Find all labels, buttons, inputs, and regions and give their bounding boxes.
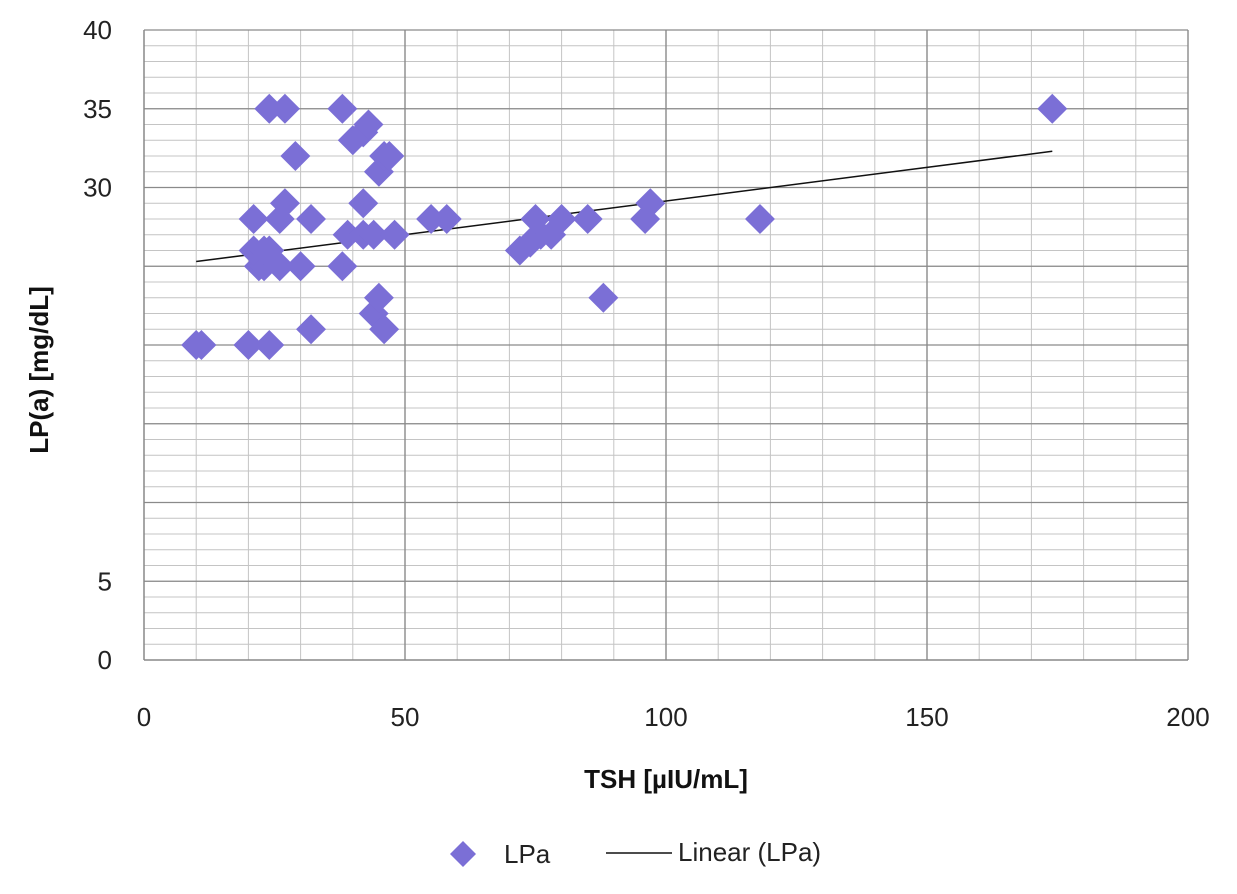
data-point [296, 314, 327, 345]
data-point [363, 282, 394, 313]
data-point [431, 204, 462, 234]
data-point [358, 219, 389, 250]
x-tick-labels: 0 50 100 150 200 [137, 702, 1210, 732]
y-tick-label: 40 [83, 15, 112, 45]
x-tick-label: 200 [1166, 702, 1209, 732]
data-point [327, 251, 358, 282]
data-points [181, 93, 1068, 360]
data-point [238, 204, 269, 234]
data-point [269, 93, 300, 124]
y-tick-label: 30 [83, 173, 112, 203]
x-tick-label: 100 [644, 702, 687, 732]
legend-label-linear: Linear (LPa) [678, 837, 821, 867]
data-point [296, 204, 327, 234]
data-point [348, 188, 379, 219]
data-point [369, 314, 400, 345]
data-point [254, 330, 285, 360]
data-point [520, 204, 551, 234]
y-axis-title: LP(a) [mg/dL] [24, 286, 54, 454]
data-point [269, 188, 300, 219]
x-tick-label: 0 [137, 702, 151, 732]
data-point [353, 109, 384, 140]
axes [143, 30, 1188, 661]
trendline-group [196, 150, 1053, 263]
data-point [588, 282, 619, 313]
data-point [254, 235, 285, 266]
data-point [1037, 93, 1068, 124]
legend-marker-lpa [450, 841, 476, 867]
legend-label-lpa: LPa [504, 839, 551, 869]
data-point [374, 141, 405, 171]
data-point [280, 141, 311, 171]
data-point [635, 188, 666, 219]
y-tick-label: 0 [98, 645, 112, 675]
data-point [186, 330, 217, 360]
data-point [572, 204, 603, 234]
data-point [332, 219, 363, 250]
y-tick-label: 5 [98, 566, 112, 596]
y-tick-labels: 0 5 30 35 40 [83, 15, 112, 675]
y-tick-label: 35 [83, 94, 112, 124]
trendline [196, 150, 1053, 263]
legend: LPa Linear (LPa) [450, 837, 821, 869]
data-point [744, 204, 775, 234]
data-point [546, 204, 577, 234]
data-point [327, 93, 358, 124]
data-point [254, 93, 285, 124]
data-point [285, 251, 316, 282]
data-point [379, 219, 410, 250]
x-axis-title: TSH [µIU/mL] [584, 764, 748, 794]
x-tick-label: 150 [905, 702, 948, 732]
data-point [416, 204, 447, 234]
major-gridlines [144, 29, 1189, 660]
data-point [233, 330, 264, 360]
x-tick-label: 50 [391, 702, 420, 732]
